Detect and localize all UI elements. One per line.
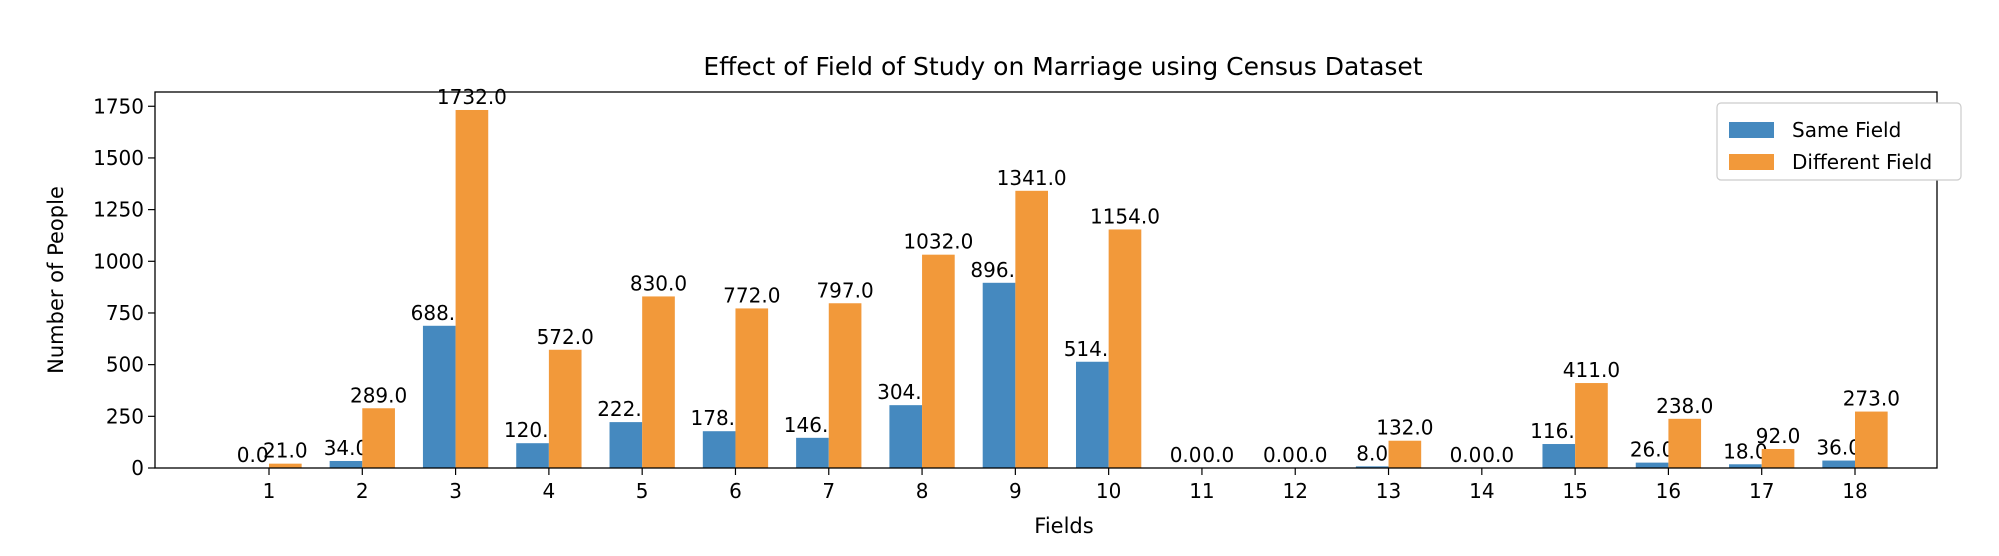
bar-different-field [455,109,489,468]
bar-different-field [1668,418,1702,468]
y-tick-label: 250 [106,404,144,428]
y-tick-label: 1500 [93,146,144,170]
legend-label: Same Field [1792,118,1901,142]
data-label: 797.0 [816,278,873,302]
x-tick-label: 12 [1283,479,1308,503]
bar-same-field [1635,462,1669,468]
x-tick-label: 2 [356,479,369,503]
bar-different-field [1855,411,1888,468]
data-label: 36.0 [1816,436,1861,460]
bar-same-field [702,431,736,468]
data-label: 8.0 [1356,441,1388,465]
bar-same-field [516,443,549,468]
bar-same-field [1729,464,1762,468]
data-label: 21.0 [263,439,308,463]
data-label: 289.0 [350,383,407,407]
data-label: 18.0 [1723,439,1768,463]
data-label: 1341.0 [997,166,1067,190]
data-label: 0.0 [1482,443,1514,467]
data-label: 34.0 [324,436,369,460]
data-label: 0.0 [237,443,269,467]
data-label: 132.0 [1376,416,1433,440]
x-tick-label: 9 [1009,479,1022,503]
bar-same-field [1355,466,1389,468]
data-label: 830.0 [630,271,687,295]
legend-label: Different Field [1792,150,1932,174]
x-tick-label: 10 [1096,479,1121,503]
bar-different-field [828,303,862,468]
x-tick-label: 8 [916,479,929,503]
y-tick-label: 500 [106,353,144,377]
x-tick-label: 11 [1189,479,1214,503]
data-label: 26.0 [1630,438,1675,462]
x-tick-label: 13 [1376,479,1401,503]
bar-different-field [922,254,955,468]
y-tick-label: 0 [131,456,144,480]
bar-same-field [796,437,829,468]
legend-swatch [1729,122,1774,138]
chart-title: Effect of Field of Study on Marriage usi… [703,52,1422,81]
bar-same-field [889,405,923,468]
data-label: 273.0 [1843,387,1900,411]
data-label: 572.0 [537,325,594,349]
x-tick-label: 16 [1656,479,1681,503]
data-label: 238.0 [1656,394,1713,418]
x-tick-label: 18 [1842,479,1867,503]
bar-different-field [1761,448,1795,468]
data-label: 0.0 [1450,443,1482,467]
x-tick-label: 14 [1469,479,1494,503]
y-tick-label: 1000 [93,249,144,273]
data-label: 0.0 [1170,443,1202,467]
plot-frame [154,91,1938,469]
bar-same-field [329,460,363,468]
bar-different-field [548,349,582,468]
legend: Same Field Different Field [1716,102,1962,181]
y-tick-label: 1750 [93,94,144,118]
x-tick-label: 6 [729,479,742,503]
x-tick-label: 1 [263,479,276,503]
bar-same-field [609,422,643,468]
data-label: 1154.0 [1090,204,1160,228]
legend-box [1716,102,1962,181]
y-axis-label: Number of People [44,186,68,374]
y-tick-label: 1250 [93,198,144,222]
x-tick-label: 3 [449,479,462,503]
x-tick-label: 7 [822,479,835,503]
bar-same-field [1075,361,1109,468]
bar-different-field [1108,229,1142,468]
bar-different-field [362,408,395,468]
x-tick-label: 15 [1562,479,1587,503]
x-axis-label: Fields [1034,514,1093,538]
x-tick-label: 5 [636,479,649,503]
bar-different-field [735,308,769,468]
data-label: 1732.0 [437,85,507,109]
y-tick-label: 750 [106,301,144,325]
data-label: 1032.0 [903,230,973,254]
data-label: 772.0 [723,283,780,307]
data-label: 0.0 [1202,443,1234,467]
bar-same-field [422,325,456,468]
data-label: 0.0 [1263,443,1295,467]
x-tick-label: 4 [543,479,556,503]
legend-swatch [1729,154,1774,170]
data-label: 411.0 [1563,358,1620,382]
x-tick-label: 17 [1749,479,1774,503]
bar-same-field [1542,444,1576,468]
bar-different-field [1015,190,1049,468]
bar-same-field [982,282,1016,468]
bar-different-field [1575,383,1608,468]
data-label: 0.0 [1296,443,1328,467]
bar-different-field [269,463,302,468]
data-label: 92.0 [1756,424,1801,448]
bar-same-field [1822,460,1855,468]
bar-different-field [642,296,675,468]
bar-different-field [1388,440,1422,468]
